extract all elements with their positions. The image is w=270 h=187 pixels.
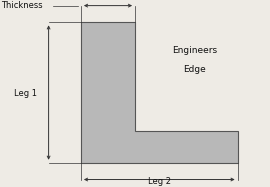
Text: Leg 1: Leg 1 bbox=[14, 89, 36, 98]
Polygon shape bbox=[81, 22, 238, 163]
Text: Edge: Edge bbox=[183, 65, 206, 74]
Text: Thickness: Thickness bbox=[1, 1, 43, 10]
Text: Leg 2: Leg 2 bbox=[148, 177, 171, 186]
Text: Engineers: Engineers bbox=[172, 46, 217, 55]
